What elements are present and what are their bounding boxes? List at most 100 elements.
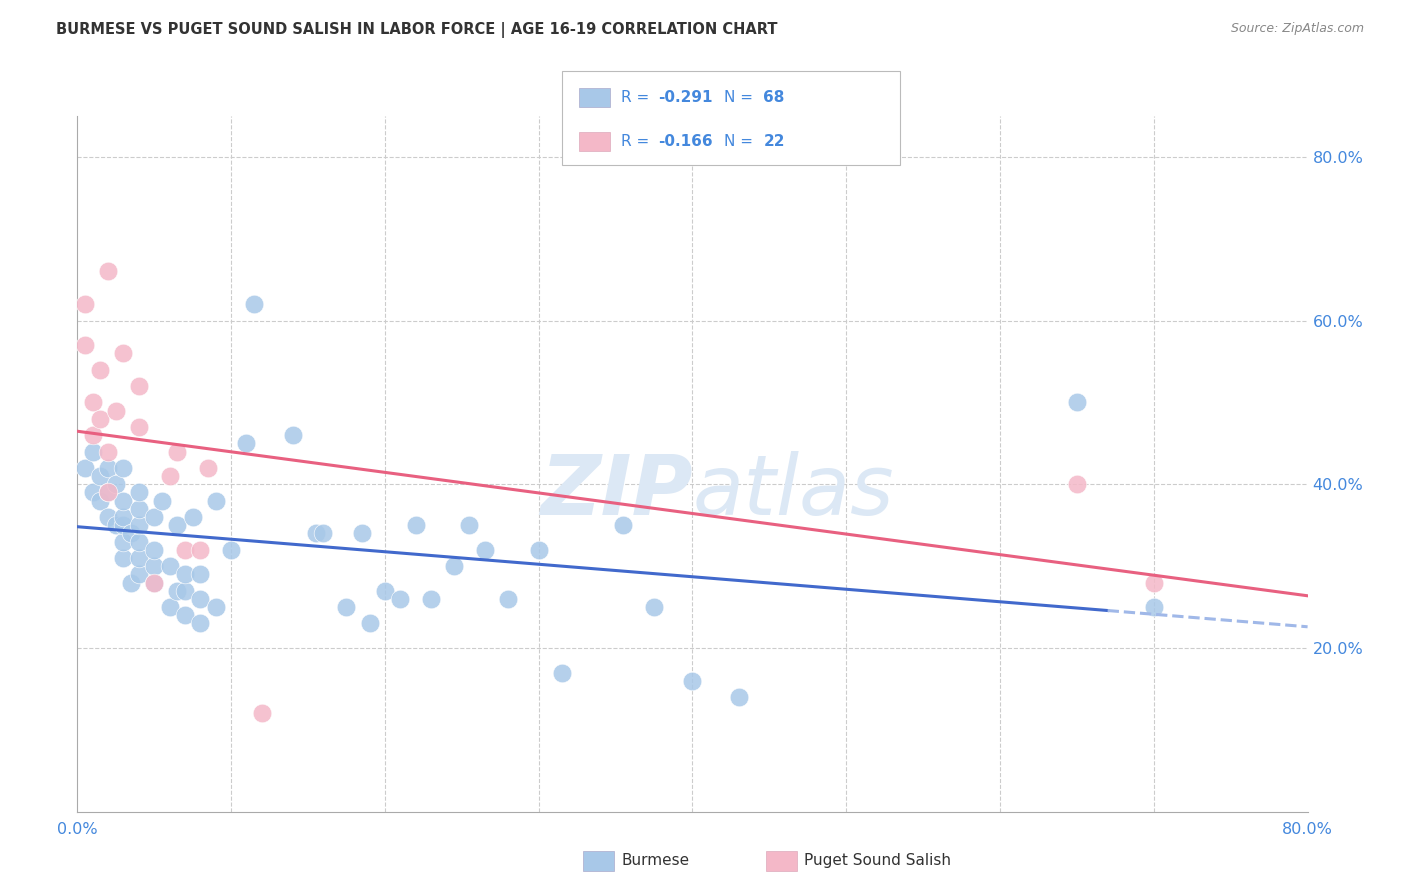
Point	[174, 583, 197, 598]
Point	[112, 534, 135, 549]
Point	[128, 501, 150, 516]
Point	[159, 600, 181, 615]
Point	[219, 542, 242, 557]
Text: R =: R =	[621, 134, 655, 149]
Point	[112, 518, 135, 533]
Point	[143, 575, 166, 590]
Point	[474, 542, 496, 557]
Point	[250, 706, 273, 721]
Point	[374, 583, 396, 598]
Point	[112, 510, 135, 524]
Point	[143, 542, 166, 557]
Point	[682, 673, 704, 688]
Point	[1066, 395, 1088, 409]
Point	[188, 542, 212, 557]
Point	[150, 493, 173, 508]
Point	[159, 559, 181, 574]
Point	[82, 395, 104, 409]
Point	[82, 444, 104, 458]
Text: atlas: atlas	[693, 451, 894, 533]
Point	[120, 575, 142, 590]
Point	[97, 444, 120, 458]
Text: 22: 22	[763, 134, 785, 149]
Text: 68: 68	[763, 90, 785, 105]
Point	[143, 559, 166, 574]
Point	[82, 428, 104, 442]
Point	[89, 469, 111, 483]
Point	[188, 591, 212, 606]
Point	[73, 461, 96, 475]
Point	[112, 461, 135, 475]
Point	[235, 436, 257, 450]
Point	[312, 526, 335, 541]
Point	[73, 338, 96, 352]
Point	[174, 542, 197, 557]
Point	[420, 591, 443, 606]
Point	[443, 559, 465, 574]
Point	[350, 526, 373, 541]
Point	[197, 461, 219, 475]
Point	[188, 567, 212, 582]
Point	[458, 518, 481, 533]
Point	[174, 608, 197, 623]
Point	[128, 379, 150, 393]
Point	[243, 297, 266, 311]
Point	[204, 600, 226, 615]
Point	[128, 518, 150, 533]
Text: N =: N =	[724, 134, 758, 149]
Point	[82, 485, 104, 500]
Point	[281, 428, 304, 442]
Point	[128, 534, 150, 549]
Point	[128, 567, 150, 582]
Text: N =: N =	[724, 90, 758, 105]
Point	[551, 665, 574, 680]
Text: Burmese: Burmese	[621, 854, 689, 868]
Point	[97, 264, 120, 278]
Point	[527, 542, 550, 557]
Point	[643, 600, 665, 615]
Point	[97, 485, 120, 500]
Point	[335, 600, 357, 615]
Point	[104, 477, 127, 491]
Point	[97, 461, 120, 475]
Point	[159, 469, 181, 483]
Point	[112, 493, 135, 508]
Point	[128, 485, 150, 500]
Point	[166, 518, 188, 533]
Point	[112, 551, 135, 566]
Point	[174, 567, 197, 582]
Text: Source: ZipAtlas.com: Source: ZipAtlas.com	[1230, 22, 1364, 36]
Point	[166, 444, 188, 458]
Point	[1143, 575, 1166, 590]
Point	[612, 518, 634, 533]
Point	[128, 551, 150, 566]
Point	[97, 485, 120, 500]
Point	[166, 583, 188, 598]
Point	[204, 493, 226, 508]
Point	[89, 362, 111, 376]
Text: -0.166: -0.166	[658, 134, 713, 149]
Point	[104, 403, 127, 417]
Text: R =: R =	[621, 90, 655, 105]
Point	[496, 591, 519, 606]
Text: Puget Sound Salish: Puget Sound Salish	[804, 854, 952, 868]
Point	[188, 616, 212, 631]
Point	[143, 510, 166, 524]
Point	[128, 420, 150, 434]
Text: BURMESE VS PUGET SOUND SALISH IN LABOR FORCE | AGE 16-19 CORRELATION CHART: BURMESE VS PUGET SOUND SALISH IN LABOR F…	[56, 22, 778, 38]
Point	[181, 510, 204, 524]
Point	[89, 493, 111, 508]
Point	[97, 510, 120, 524]
Point	[305, 526, 328, 541]
Point	[104, 518, 127, 533]
Point	[1143, 600, 1166, 615]
Point	[73, 297, 96, 311]
Point	[120, 526, 142, 541]
Point	[405, 518, 427, 533]
Point	[89, 412, 111, 426]
Text: ZIP: ZIP	[540, 451, 693, 533]
Point	[112, 346, 135, 360]
Point	[1066, 477, 1088, 491]
Point	[389, 591, 412, 606]
Point	[143, 575, 166, 590]
